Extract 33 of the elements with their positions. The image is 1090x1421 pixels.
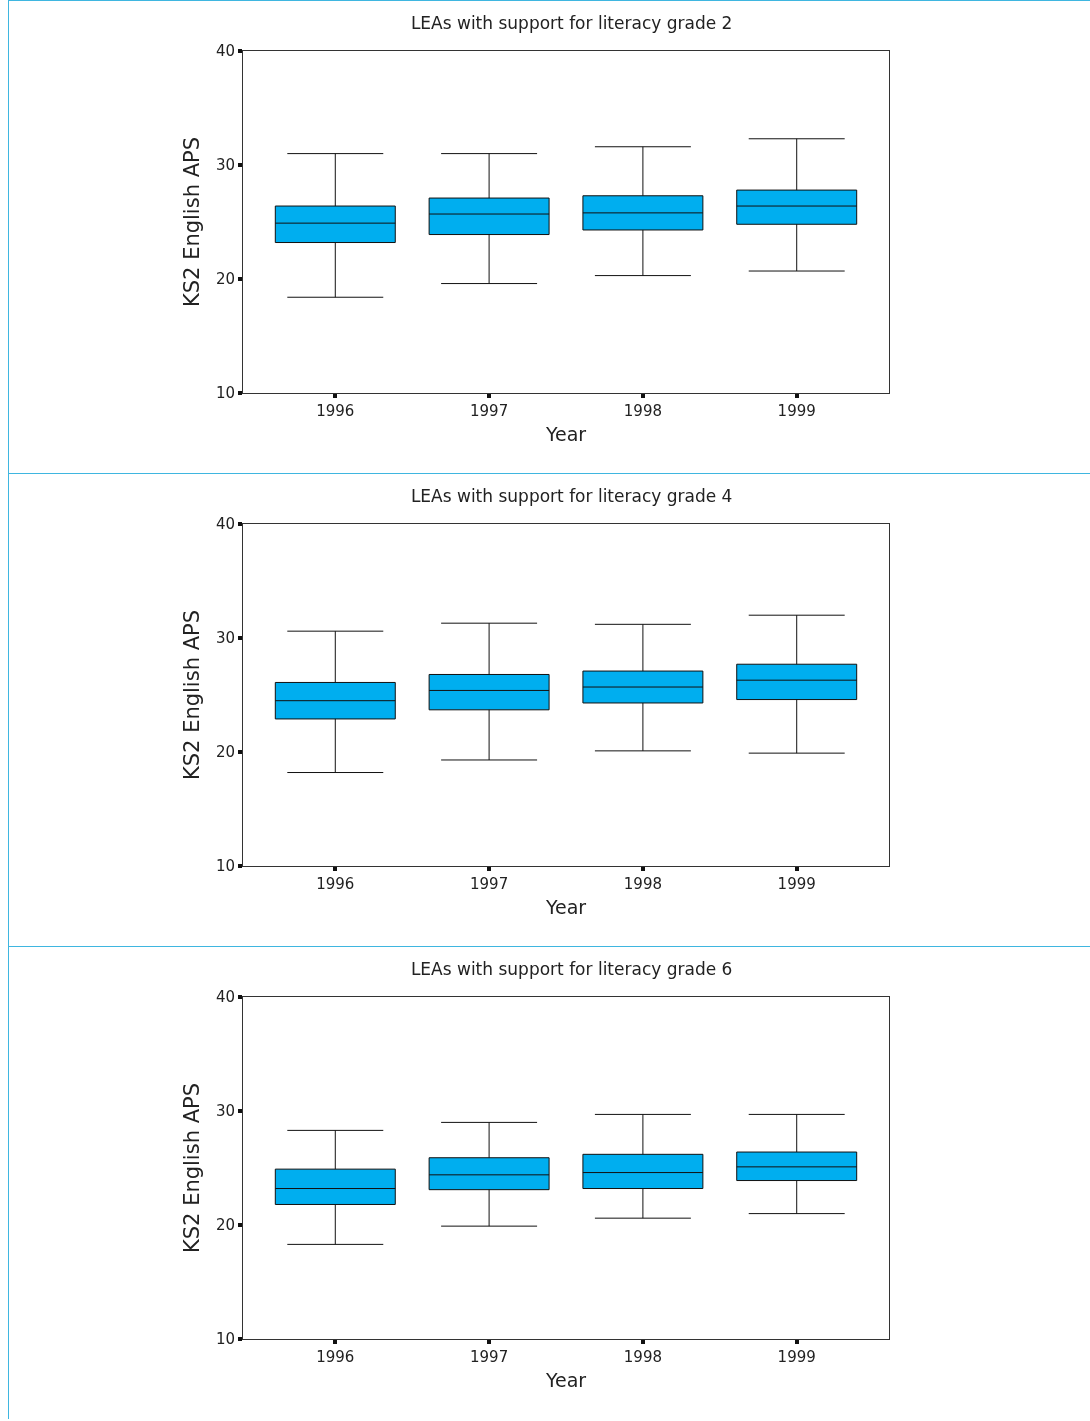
x-tick-label: 1997 (470, 402, 509, 420)
x-tick-label: 1999 (777, 875, 816, 893)
x-axis-title: Year (544, 422, 587, 445)
x-tick-label: 1999 (777, 1348, 816, 1366)
chart-title: LEAs with support for literacy grade 2 (410, 12, 733, 33)
chart-title: LEAs with support for literacy grade 6 (410, 958, 733, 979)
y-tick-label: 40 (215, 988, 235, 1007)
y-tick-label: 10 (215, 857, 235, 876)
x-tick-label: 1997 (470, 1348, 509, 1366)
y-axis-title: KS2 English APS (180, 610, 205, 780)
y-tick-label: 20 (215, 1216, 235, 1235)
x-axis-title: Year (544, 1368, 587, 1391)
y-tick-label: 10 (215, 1330, 235, 1349)
chart-title: LEAs with support for literacy grade 4 (410, 485, 733, 506)
x-tick-label: 1996 (316, 402, 355, 420)
x-tick-label: 1998 (623, 1348, 662, 1366)
y-tick-label: 40 (215, 515, 235, 534)
x-axis-title: Year (544, 895, 587, 918)
x-tick-label: 1999 (777, 402, 816, 420)
y-tick-label: 30 (215, 156, 235, 175)
y-tick-label: 20 (215, 270, 235, 289)
x-tick-label: 1997 (470, 875, 509, 893)
x-tick-label: 1996 (316, 1348, 355, 1366)
x-tick-label: 1996 (316, 875, 355, 893)
y-tick-label: 20 (215, 743, 235, 762)
y-axis-title: KS2 English APS (180, 137, 205, 307)
y-tick-label: 10 (215, 384, 235, 403)
y-axis-title: KS2 English APS (180, 1083, 205, 1253)
x-tick-label: 1998 (623, 875, 662, 893)
y-tick-label: 30 (215, 1102, 235, 1121)
y-tick-label: 40 (215, 42, 235, 61)
y-tick-label: 30 (215, 629, 235, 648)
x-tick-label: 1998 (623, 402, 662, 420)
